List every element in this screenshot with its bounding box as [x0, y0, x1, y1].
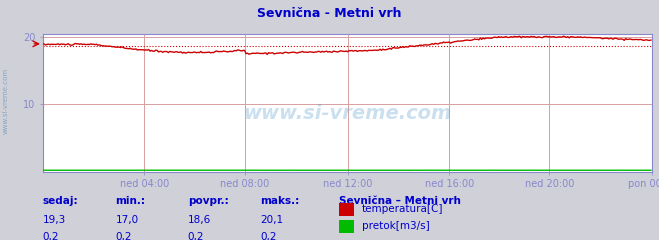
Text: temperatura[C]: temperatura[C] — [362, 204, 444, 214]
Text: www.si-vreme.com: www.si-vreme.com — [243, 104, 452, 123]
Text: 18,6: 18,6 — [188, 215, 211, 225]
Text: 0,2: 0,2 — [115, 232, 132, 240]
Text: povpr.:: povpr.: — [188, 196, 229, 206]
Text: Sevnična - Metni vrh: Sevnična - Metni vrh — [257, 7, 402, 20]
Text: www.si-vreme.com: www.si-vreme.com — [2, 68, 9, 134]
Text: 0,2: 0,2 — [188, 232, 204, 240]
Text: min.:: min.: — [115, 196, 146, 206]
Text: 0,2: 0,2 — [260, 232, 277, 240]
Text: 0,2: 0,2 — [43, 232, 59, 240]
Text: 20,1: 20,1 — [260, 215, 283, 225]
Text: 19,3: 19,3 — [43, 215, 66, 225]
Text: 17,0: 17,0 — [115, 215, 138, 225]
Text: maks.:: maks.: — [260, 196, 300, 206]
Text: Sevnična – Metni vrh: Sevnična – Metni vrh — [339, 196, 461, 206]
Text: pretok[m3/s]: pretok[m3/s] — [362, 221, 430, 231]
Text: sedaj:: sedaj: — [43, 196, 78, 206]
